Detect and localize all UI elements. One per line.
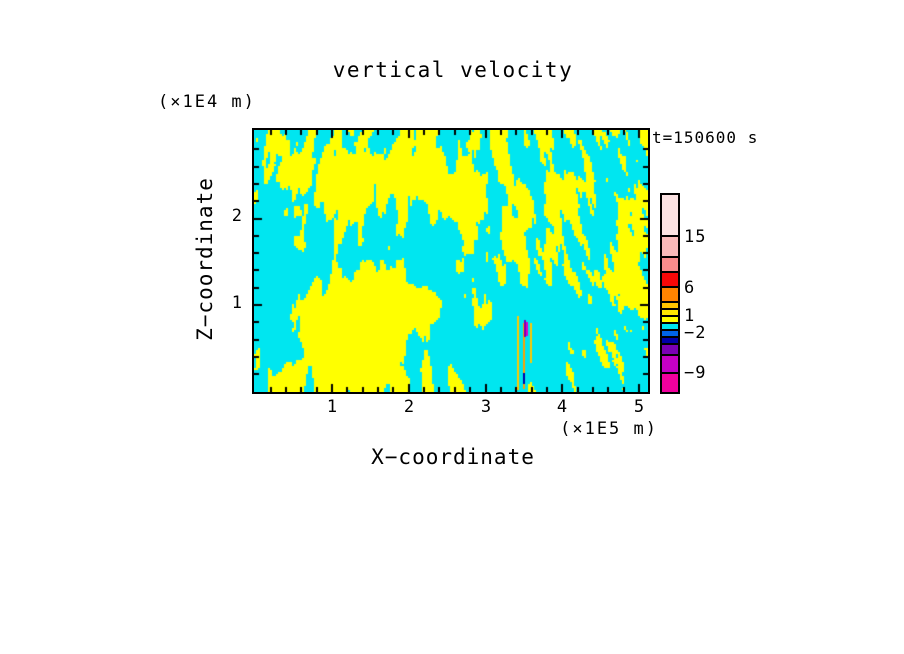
z-axis-title: Z−coordinate	[193, 177, 217, 341]
colorbar-segment	[662, 345, 678, 356]
colorbar-label-15: 15	[684, 227, 707, 247]
colorbar	[660, 193, 680, 394]
colorbar-segment	[662, 303, 678, 310]
timestamp-label: t=150600 s	[652, 128, 759, 147]
colorbar-label-6: 6	[684, 278, 696, 298]
plot-title: vertical velocity	[332, 58, 574, 82]
x-axis-title: X−coordinate	[371, 445, 535, 469]
z-axis-units-label: (×1E4 m)	[158, 92, 256, 112]
x-axis-tick-label-3: 3	[480, 397, 492, 417]
colorbar-segment	[662, 310, 678, 317]
colorbar-segment	[662, 273, 678, 288]
colorbar-segment	[662, 338, 678, 345]
colorbar-segment	[662, 324, 678, 331]
colorbar-label-minus2: −2	[684, 323, 707, 343]
colorbar-label-minus9: −9	[684, 363, 707, 383]
colorbar-segment	[662, 374, 678, 392]
x-axis-units-label: (×1E5 m)	[560, 419, 658, 439]
colorbar-segment	[662, 258, 678, 273]
colorbar-segment	[662, 331, 678, 338]
plot-area	[252, 128, 650, 394]
velocity-field-canvas	[254, 130, 648, 392]
colorbar-segment	[662, 317, 678, 324]
colorbar-segment	[662, 356, 678, 374]
colorbar-segment	[662, 195, 678, 237]
x-axis-tick-label-5: 5	[633, 397, 645, 417]
x-axis-tick-label-4: 4	[556, 397, 568, 417]
z-axis-tick-label-1: 1	[231, 293, 242, 313]
colorbar-segment	[662, 288, 678, 303]
colorbar-segment	[662, 237, 678, 258]
colorbar-label-1: 1	[684, 306, 696, 326]
x-axis-tick-label-2: 2	[403, 397, 415, 417]
x-axis-tick-label-1: 1	[326, 397, 338, 417]
z-axis-tick-label-2: 2	[231, 206, 242, 226]
